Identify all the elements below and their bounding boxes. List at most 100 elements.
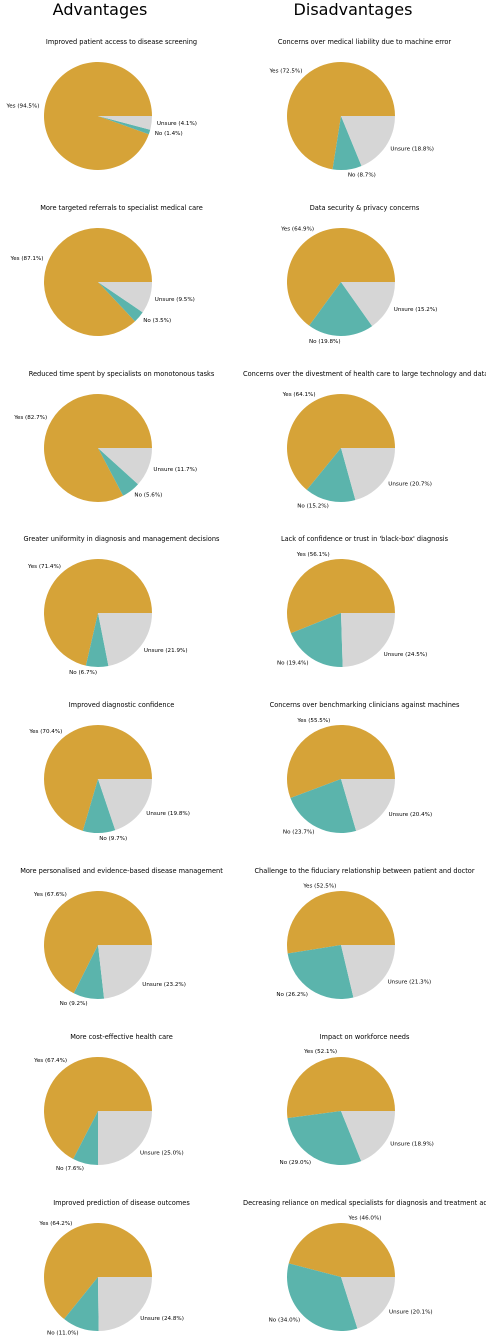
pie-chart-panel: Reduced time spent by specialists on mon… <box>0 370 243 535</box>
slice-label-yes: Yes (67.4%) <box>33 1058 67 1064</box>
pie-slice-unsure <box>98 447 152 484</box>
slice-label-no: No (6.7%) <box>69 670 97 676</box>
pie-slice-no <box>309 281 373 336</box>
slice-label-no: No (8.7%) <box>348 173 376 179</box>
pie-chart: Yes (52.5%) No (26.2%) Unsure (21.3%) <box>276 883 432 1000</box>
slice-label-unsure: Unsure (20.1%) <box>389 1309 433 1315</box>
slice-label-unsure: Unsure (19.8%) <box>146 811 190 817</box>
pie-slice-unsure <box>341 945 395 998</box>
slice-label-no: No (1.4%) <box>155 131 183 137</box>
slice-label-unsure: Unsure (18.8%) <box>390 147 434 153</box>
slice-label-unsure: Unsure (4.1%) <box>157 121 197 127</box>
chart-title: More targeted referrals to specialist me… <box>40 203 203 212</box>
slice-label-unsure: Unsure (24.8%) <box>140 1316 184 1322</box>
slice-label-no: No (5.6%) <box>134 492 162 498</box>
pie-slice-unsure <box>98 281 152 313</box>
pie-slice-unsure <box>341 779 395 832</box>
slice-label-unsure: Unsure (20.4%) <box>389 812 433 818</box>
slice-label-yes: Yes (70.4%) <box>28 729 62 735</box>
pie-slice-yes <box>288 1222 395 1277</box>
pie-chart: Yes (64.9%) No (19.8%) Unsure (15.2%) <box>280 226 438 345</box>
pie-chart-panel: Impact on workforce needs Yes (52.1%) No (… <box>243 1033 486 1198</box>
pie-slice-no <box>98 447 139 496</box>
pie-chart-panel: Data security & privacy concerns Yes (64.… <box>243 204 486 369</box>
pie-chart-panel: More cost-effective health care Yes (67.4… <box>0 1033 243 1198</box>
chart-title: Reduced time spent by specialists on mon… <box>28 369 215 378</box>
pie-slice-unsure <box>98 1110 152 1165</box>
pie-slice-unsure <box>341 613 395 668</box>
pie-slice-unsure <box>98 613 152 667</box>
pie-slice-no <box>73 1110 98 1165</box>
pie-slice-yes <box>44 559 153 667</box>
chart-title: Improved prediction of disease outcomes <box>53 1198 190 1207</box>
chart-title: Data security & privacy concerns <box>309 203 420 212</box>
pie-chart-panel: Concerns over medical liability due to m… <box>243 38 486 203</box>
pie-chart: Yes (87.1%) No (3.5%) Unsure (9.5%) <box>10 227 195 336</box>
pie-chart-panel: Lack of confidence or trust in 'black-bo… <box>243 535 486 700</box>
slice-label-unsure: Unsure (9.5%) <box>155 297 195 303</box>
pie-slice-no <box>98 116 151 135</box>
pie-slice-unsure <box>341 1110 395 1161</box>
chart-title: Impact on workforce needs <box>319 1032 410 1041</box>
slice-label-yes: Yes (67.6%) <box>33 892 67 898</box>
slice-label-no: No (11.0%) <box>47 1330 79 1336</box>
pie-chart-panel: Greater uniformity in diagnosis and mana… <box>0 535 243 700</box>
pie-slice-no <box>290 613 343 668</box>
chart-title: Challenge to the fiduciary relationship … <box>254 867 475 875</box>
pie-slice-yes <box>44 62 152 171</box>
pie-slice-yes <box>287 62 395 170</box>
chart-title: Improved diagnostic confidence <box>68 701 175 710</box>
chart-title: More personalised and evidence-based dis… <box>20 867 223 875</box>
slice-label-yes: Yes (56.1%) <box>296 553 330 559</box>
slice-label-yes: Yes (94.5%) <box>6 103 40 109</box>
pie-slice-yes <box>43 725 152 832</box>
pie-chart: Yes (67.4%) No (7.6%) Unsure (25.0%) <box>33 1056 184 1172</box>
slice-label-no: No (26.2%) <box>276 992 308 998</box>
slice-label-yes: Yes (52.5%) <box>302 883 336 889</box>
pie-chart-panel: More targeted referrals to specialist me… <box>0 204 243 369</box>
slice-label-no: No (23.7%) <box>283 830 315 836</box>
slice-label-yes: Yes (82.7%) <box>13 414 47 420</box>
pie-chart: Yes (72.5%) No (8.7%) Unsure (18.8%) <box>268 62 434 179</box>
pie-slice-yes <box>287 725 395 799</box>
pie-slice-yes <box>43 227 153 336</box>
chart-title: Improved patient access to disease scree… <box>45 38 198 46</box>
chart-title: Decreasing reliance on medical specialis… <box>243 1198 486 1207</box>
pie-chart: Yes (56.1%) No (19.4%) Unsure (24.5%) <box>277 553 427 668</box>
pie-slice-no <box>306 447 356 502</box>
slice-label-no: No (7.6%) <box>56 1166 84 1172</box>
pie-chart: Yes (46.0%) No (34.0%) Unsure (20.1%) <box>269 1215 433 1331</box>
pie-slice-yes <box>44 1222 153 1319</box>
slice-label-no: No (9.2%) <box>60 1001 88 1007</box>
slice-label-no: No (9.7%) <box>99 836 127 842</box>
pie-slice-unsure <box>98 779 152 831</box>
slice-label-unsure: Unsure (21.9%) <box>144 649 188 655</box>
pie-slice-no <box>290 779 357 834</box>
pie-slice-yes <box>287 1056 395 1118</box>
pie-slice-yes <box>287 891 395 954</box>
slice-label-unsure: Unsure (15.2%) <box>394 307 438 313</box>
pie-chart: Yes (94.5%) No (1.4%) Unsure (4.1%) <box>6 62 197 171</box>
pie-slice-no <box>287 1110 362 1165</box>
slice-label-unsure: Unsure (21.3%) <box>388 979 432 985</box>
pie-chart: Yes (70.4%) No (9.7%) Unsure (19.8%) <box>28 725 190 842</box>
pie-slice-yes <box>287 393 395 490</box>
slice-label-no: No (19.4%) <box>277 661 309 667</box>
pie-chart: Yes (64.2%) No (11.0%) Unsure (24.8%) <box>38 1221 184 1337</box>
slice-label-no: No (15.2%) <box>297 503 329 509</box>
pie-slice-no <box>82 779 116 834</box>
pie-slice-no <box>332 116 362 171</box>
slice-label-unsure: Unsure (25.0%) <box>140 1150 184 1156</box>
pie-chart-panel: Concerns over benchmarking clinicians ag… <box>243 701 486 866</box>
slice-label-yes: Yes (64.9%) <box>280 226 314 232</box>
slice-label-unsure: Unsure (11.7%) <box>153 466 197 472</box>
slice-label-yes: Yes (87.1%) <box>10 256 44 262</box>
chart-title: Lack of confidence or trust in 'black-bo… <box>280 535 449 544</box>
pie-chart: Yes (55.5%) No (23.7%) Unsure (20.4%) <box>283 718 433 836</box>
slice-label-yes: Yes (64.1%) <box>282 391 316 397</box>
slice-label-no: No (19.8%) <box>309 339 341 345</box>
slice-label-no: No (34.0%) <box>269 1317 301 1323</box>
slice-label-yes: Yes (55.5%) <box>296 718 330 724</box>
pie-slice-no <box>287 1263 358 1331</box>
